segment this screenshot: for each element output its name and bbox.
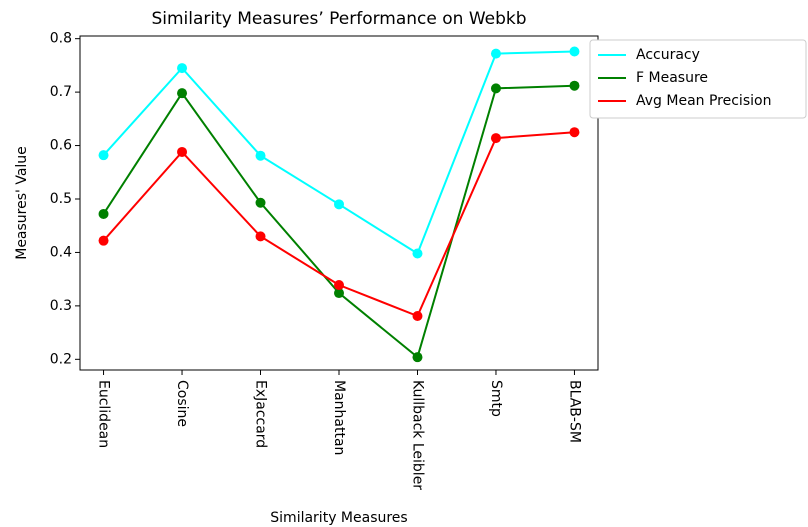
y-tick-label: 0.8: [50, 31, 72, 47]
legend-label: Avg Mean Precision: [636, 93, 771, 109]
point: [255, 231, 266, 242]
point: [98, 150, 109, 161]
y-tick-label: 0.6: [50, 138, 72, 154]
series-line: [102, 84, 575, 359]
point: [490, 83, 501, 94]
y-tick-label: 0.5: [50, 191, 72, 207]
x-tick-label: ExJaccard: [253, 380, 269, 448]
point: [177, 146, 188, 157]
point: [412, 352, 423, 363]
point: [177, 88, 188, 99]
point: [98, 235, 109, 246]
point: [334, 199, 344, 210]
point: [98, 208, 109, 219]
y-tick-label: 0.4: [50, 244, 72, 260]
point: [255, 150, 266, 161]
point: [255, 197, 266, 208]
y-tick-label: 0.7: [50, 84, 72, 100]
series-line: [102, 50, 575, 255]
point: [177, 63, 188, 74]
point: [569, 127, 580, 138]
legend-label: F Measure: [636, 70, 708, 86]
x-axis-label: Similarity Measures: [270, 510, 407, 526]
x-tick-label: Euclidean: [96, 380, 112, 448]
point: [412, 311, 423, 322]
point: [490, 133, 501, 144]
x-tick-label: Smtp: [488, 380, 504, 417]
x-tick-label: Cosine: [174, 380, 190, 427]
x-tick-label: BLAB-SM: [566, 380, 582, 443]
chart-title: Similarity Measures’ Performance on Webk…: [151, 9, 526, 29]
point: [334, 288, 344, 299]
point: [569, 46, 580, 57]
x-tick-label: Kullback Leibler: [409, 380, 425, 490]
point: [569, 80, 580, 91]
y-tick-label: 0.2: [50, 351, 72, 367]
legend-label: Accuracy: [636, 47, 700, 63]
y-axis-label: Measures' Value: [14, 146, 30, 260]
legend-box: [589, 39, 807, 119]
y-tick-label: 0.3: [50, 298, 72, 314]
point: [412, 248, 423, 259]
x-tick-label: Manhattan: [331, 380, 347, 455]
point: [334, 280, 344, 291]
point: [490, 48, 501, 59]
